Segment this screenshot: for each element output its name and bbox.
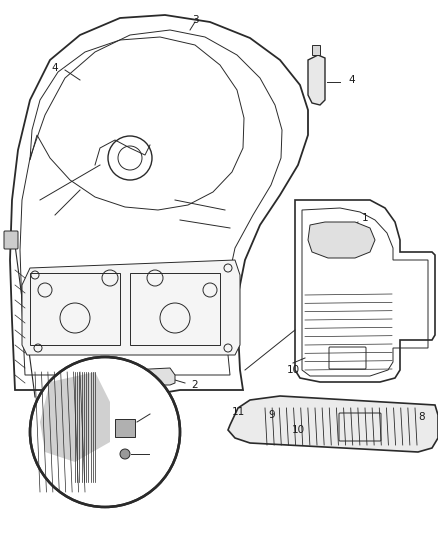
Text: 4: 4 — [52, 63, 58, 73]
FancyBboxPatch shape — [4, 231, 18, 249]
Polygon shape — [130, 368, 175, 385]
Text: 6: 6 — [154, 407, 160, 417]
Text: 3: 3 — [192, 15, 198, 25]
Text: 7: 7 — [154, 449, 160, 459]
Text: 10: 10 — [291, 425, 304, 435]
Text: 10: 10 — [286, 365, 300, 375]
Polygon shape — [308, 222, 375, 258]
Circle shape — [30, 357, 180, 507]
Polygon shape — [312, 45, 320, 55]
Text: 2: 2 — [192, 380, 198, 390]
Polygon shape — [228, 396, 438, 452]
Text: 8: 8 — [419, 412, 425, 422]
Text: 9: 9 — [268, 410, 276, 420]
Text: 1: 1 — [362, 213, 368, 223]
Polygon shape — [308, 55, 325, 105]
FancyBboxPatch shape — [115, 419, 135, 437]
Text: 4: 4 — [349, 75, 355, 85]
Polygon shape — [22, 260, 240, 355]
Circle shape — [120, 449, 130, 459]
Text: 11: 11 — [231, 407, 245, 417]
Polygon shape — [40, 372, 110, 462]
